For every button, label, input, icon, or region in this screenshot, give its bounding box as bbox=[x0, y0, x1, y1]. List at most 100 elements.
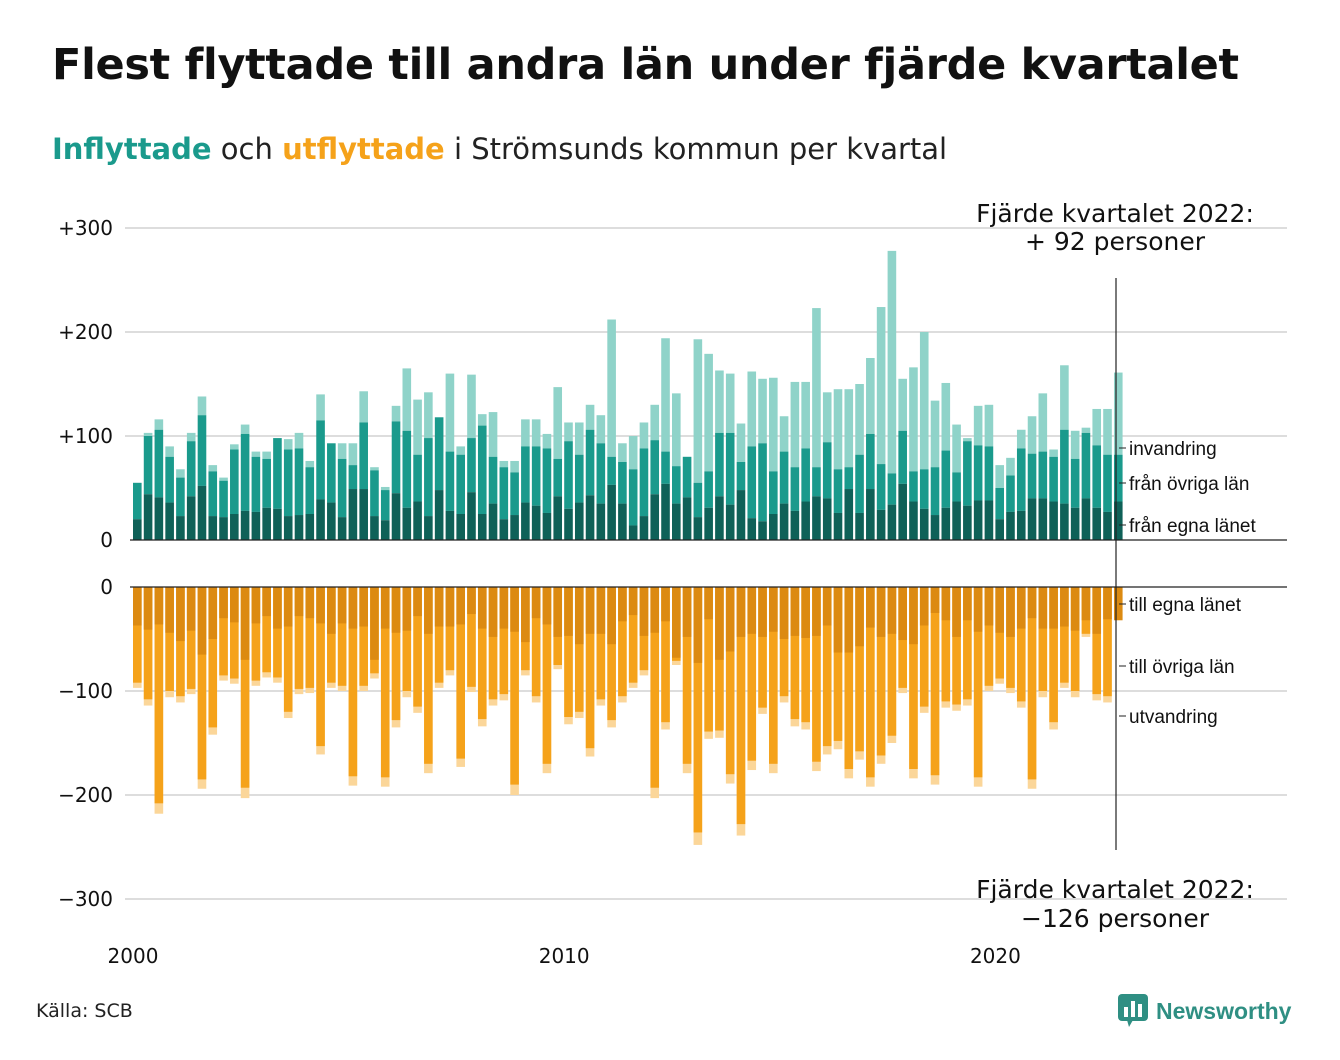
bar-outflow-own-county bbox=[477, 587, 487, 629]
bar-inflow-other-counties bbox=[531, 446, 541, 506]
bar-inflow-immigration bbox=[230, 444, 239, 450]
bar-outflow-other-counties bbox=[531, 587, 541, 697]
bar-outflow-own-county bbox=[165, 587, 174, 633]
bar-inflow-immigration bbox=[1081, 427, 1091, 433]
bar-inflow-immigration bbox=[1049, 449, 1058, 457]
bar-inflow-other-counties bbox=[564, 441, 573, 509]
bar-outflow-other-counties bbox=[208, 587, 218, 728]
annotation-bottom-line2: −126 personer bbox=[1021, 904, 1210, 933]
bar-outflow-own-county bbox=[639, 587, 649, 636]
bar-outflow-other-counties bbox=[564, 587, 573, 717]
bar-inflow-own-county bbox=[887, 504, 897, 540]
bar-inflow-other-counties bbox=[736, 462, 746, 491]
bar-inflow-own-county bbox=[876, 509, 886, 540]
bar-inflow-other-counties bbox=[262, 458, 271, 508]
bar-inflow-immigration bbox=[316, 394, 325, 421]
bar-inflow-other-counties bbox=[337, 458, 347, 518]
bar-inflow-immigration bbox=[801, 381, 810, 449]
bar-outflow-other-counties bbox=[963, 587, 972, 700]
bar-inflow-other-counties bbox=[445, 451, 455, 511]
bar-inflow-immigration bbox=[553, 387, 563, 459]
segment-label-fran-egna-lanet: från egna länet bbox=[1129, 516, 1256, 537]
bar-outflow-other-counties bbox=[973, 587, 983, 778]
bar-outflow-other-counties bbox=[1070, 587, 1080, 691]
bar-inflow-own-county bbox=[1103, 511, 1112, 540]
bar-outflow-other-counties bbox=[952, 587, 961, 705]
bar-inflow-other-counties bbox=[1049, 456, 1058, 502]
bar-inflow-own-county bbox=[758, 521, 767, 540]
bar-inflow-immigration bbox=[143, 432, 153, 436]
bar-inflow-own-county bbox=[769, 514, 778, 540]
bar-outflow-other-counties bbox=[930, 587, 940, 776]
bar-outflow-own-county bbox=[316, 587, 325, 624]
bar-inflow-own-county bbox=[919, 508, 929, 540]
bar-inflow-own-county bbox=[380, 520, 390, 540]
x-tick-label: 2010 bbox=[539, 944, 590, 968]
bar-inflow-own-county bbox=[564, 508, 573, 540]
bar-inflow-own-county bbox=[391, 493, 401, 540]
bar-inflow-immigration bbox=[758, 378, 767, 444]
bar-inflow-own-county bbox=[822, 498, 832, 540]
bar-outflow-other-counties bbox=[327, 587, 336, 683]
bar-outflow-own-county bbox=[919, 587, 929, 626]
bar-inflow-own-county bbox=[930, 515, 940, 540]
bar-outflow-other-counties bbox=[1006, 587, 1015, 688]
bar-outflow-own-county bbox=[1027, 587, 1037, 619]
bar-outflow-other-counties bbox=[661, 587, 670, 723]
bar-inflow-other-counties bbox=[607, 456, 616, 485]
bar-inflow-other-counties bbox=[898, 430, 907, 484]
bar-inflow-immigration bbox=[984, 404, 994, 447]
bar-inflow-immigration bbox=[197, 396, 207, 416]
bar-outflow-other-counties bbox=[477, 587, 487, 720]
bar-outflow-other-counties bbox=[984, 587, 994, 686]
bar-inflow-immigration bbox=[790, 381, 800, 468]
bar-inflow-other-counties bbox=[197, 415, 207, 486]
bar-inflow-immigration bbox=[499, 460, 509, 468]
bar-inflow-immigration bbox=[919, 332, 929, 470]
bar-inflow-immigration bbox=[941, 382, 951, 451]
bar-outflow-own-county bbox=[348, 587, 358, 629]
bar-inflow-other-counties bbox=[855, 454, 864, 513]
bar-outflow-own-county bbox=[607, 587, 616, 645]
bar-inflow-immigration bbox=[542, 433, 552, 449]
bar-inflow-immigration bbox=[305, 460, 315, 468]
y-tick-label-out: 0 bbox=[100, 575, 113, 599]
bar-outflow-other-counties bbox=[510, 587, 519, 785]
bar-outflow-other-counties bbox=[305, 587, 315, 688]
bar-inflow-own-county bbox=[844, 489, 854, 540]
bar-outflow-other-counties bbox=[682, 587, 692, 764]
y-tick-label-out: −200 bbox=[58, 783, 113, 807]
bar-outflow-other-counties bbox=[725, 587, 735, 775]
bar-outflow-other-counties bbox=[618, 587, 627, 697]
bar-outflow-other-counties bbox=[909, 587, 918, 769]
subtitle-outflow-word: utflyttade bbox=[282, 132, 445, 166]
bar-inflow-other-counties bbox=[919, 469, 929, 509]
bar-inflow-immigration bbox=[564, 422, 573, 442]
bar-outflow-own-county bbox=[887, 587, 897, 634]
bar-inflow-own-county bbox=[230, 514, 239, 540]
bar-outflow-own-county bbox=[747, 587, 757, 634]
bar-inflow-other-counties bbox=[833, 469, 843, 513]
bar-inflow-immigration bbox=[219, 477, 228, 481]
bar-inflow-own-county bbox=[585, 495, 595, 540]
bar-outflow-other-counties bbox=[1049, 587, 1058, 723]
y-tick-label-in: +200 bbox=[58, 320, 113, 344]
y-tick-label-out: −300 bbox=[58, 887, 113, 911]
bar-inflow-immigration bbox=[391, 405, 401, 422]
bar-inflow-other-counties bbox=[143, 436, 153, 495]
bar-inflow-own-county bbox=[143, 494, 153, 540]
bar-inflow-own-county bbox=[359, 489, 368, 540]
bar-inflow-immigration bbox=[359, 391, 368, 423]
bar-outflow-other-counties bbox=[251, 587, 261, 681]
bar-inflow-other-counties bbox=[467, 438, 476, 493]
bar-inflow-other-counties bbox=[542, 448, 552, 513]
bar-outflow-own-county bbox=[424, 587, 433, 634]
bar-outflow-own-county bbox=[273, 587, 282, 629]
bar-inflow-own-county bbox=[596, 503, 606, 540]
bar-outflow-own-county bbox=[467, 587, 476, 615]
y-tick-label-out: −100 bbox=[58, 679, 113, 703]
bar-outflow-own-county bbox=[219, 587, 228, 619]
bar-inflow-immigration bbox=[715, 370, 724, 433]
bar-outflow-own-county bbox=[305, 587, 315, 619]
bar-outflow-own-county bbox=[251, 587, 261, 624]
